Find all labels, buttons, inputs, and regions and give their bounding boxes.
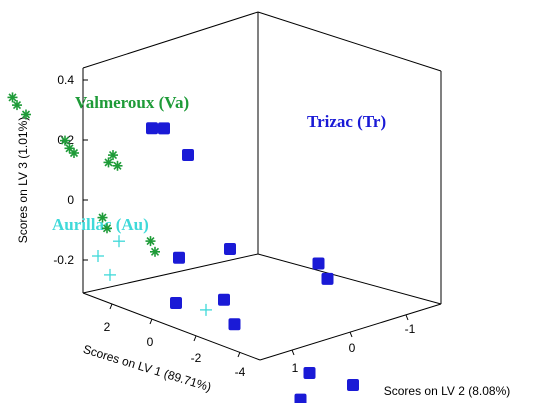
group-label-valmeroux: Valmeroux (Va) bbox=[75, 93, 189, 112]
trizac-point bbox=[146, 122, 158, 135]
aurillac-point bbox=[113, 235, 125, 248]
z-tick-label: -0.2 bbox=[53, 253, 74, 267]
x-tick-label: -2 bbox=[191, 351, 202, 365]
y-tick-label: -1 bbox=[405, 322, 416, 336]
group-label-aurillac: Aurillac (Au) bbox=[52, 215, 149, 234]
y-tick-mark bbox=[291, 349, 295, 356]
trizac-point bbox=[347, 379, 359, 391]
trizac-point bbox=[173, 251, 185, 264]
valmeroux-point bbox=[69, 148, 79, 158]
x-tick-mark bbox=[237, 351, 241, 358]
trizac-point bbox=[224, 243, 236, 255]
z-axis-label: Scores on LV 3 (1.01%) bbox=[16, 117, 30, 244]
group-label-trizac: Trizac (Tr) bbox=[307, 112, 386, 131]
y-tick-mark bbox=[405, 314, 409, 321]
x-tick-mark bbox=[193, 335, 197, 342]
trizac-point bbox=[218, 293, 230, 306]
trizac-point bbox=[321, 272, 334, 285]
trizac-point bbox=[228, 318, 241, 331]
frame-edge bbox=[82, 292, 261, 361]
valmeroux-point bbox=[103, 157, 114, 168]
box-frame bbox=[82, 11, 442, 361]
valmeroux-point bbox=[112, 160, 123, 171]
valmeroux-point bbox=[102, 223, 112, 234]
trizac-point bbox=[182, 149, 194, 161]
data-points bbox=[7, 92, 359, 403]
x-tick-mark bbox=[149, 318, 153, 325]
frame-edge bbox=[82, 11, 259, 69]
x-tick-label: -4 bbox=[235, 365, 246, 379]
valmeroux-point bbox=[12, 100, 22, 111]
z-tick-label: 0 bbox=[67, 193, 74, 207]
z-axis: 0.4 0.2 0 -0.2 Scores on LV 3 (1.01%) bbox=[16, 73, 88, 267]
frame-edge bbox=[257, 11, 442, 72]
trizac-point bbox=[158, 122, 170, 135]
valmeroux-point bbox=[21, 109, 31, 120]
y-tick-mark bbox=[349, 331, 353, 338]
valmeroux-point bbox=[97, 212, 108, 223]
y-tick-label: 1 bbox=[292, 361, 299, 375]
trizac-point bbox=[294, 393, 307, 403]
z-tick-label: 0.4 bbox=[57, 73, 74, 87]
trizac-point bbox=[303, 367, 316, 379]
aurillac-point bbox=[104, 268, 116, 281]
x-axis: 2 0 -2 -4 Scores on LV 1 (89.71%) bbox=[81, 303, 246, 394]
frame-edge bbox=[82, 253, 259, 294]
y-tick-label: 0 bbox=[349, 341, 356, 355]
trizac-point bbox=[170, 297, 182, 309]
valmeroux-point bbox=[150, 246, 160, 257]
aurillac-point bbox=[92, 250, 104, 262]
x-tick-mark bbox=[109, 303, 113, 310]
valmeroux-point bbox=[60, 135, 70, 146]
frame-edge bbox=[257, 253, 442, 305]
valmeroux-point bbox=[145, 236, 156, 247]
valmeroux-point bbox=[7, 92, 18, 103]
x-tick-label: 0 bbox=[147, 335, 154, 349]
y-axis-label: Scores on LV 2 (8.08%) bbox=[384, 384, 511, 398]
trizac-point bbox=[312, 257, 325, 270]
valmeroux-point bbox=[108, 150, 118, 161]
aurillac-point bbox=[200, 303, 212, 316]
x-axis-label: Scores on LV 1 (89.71%) bbox=[81, 342, 212, 394]
y-axis: 1 0 -1 Scores on LV 2 (8.08%) bbox=[291, 314, 511, 398]
x-tick-label: 2 bbox=[104, 320, 111, 334]
